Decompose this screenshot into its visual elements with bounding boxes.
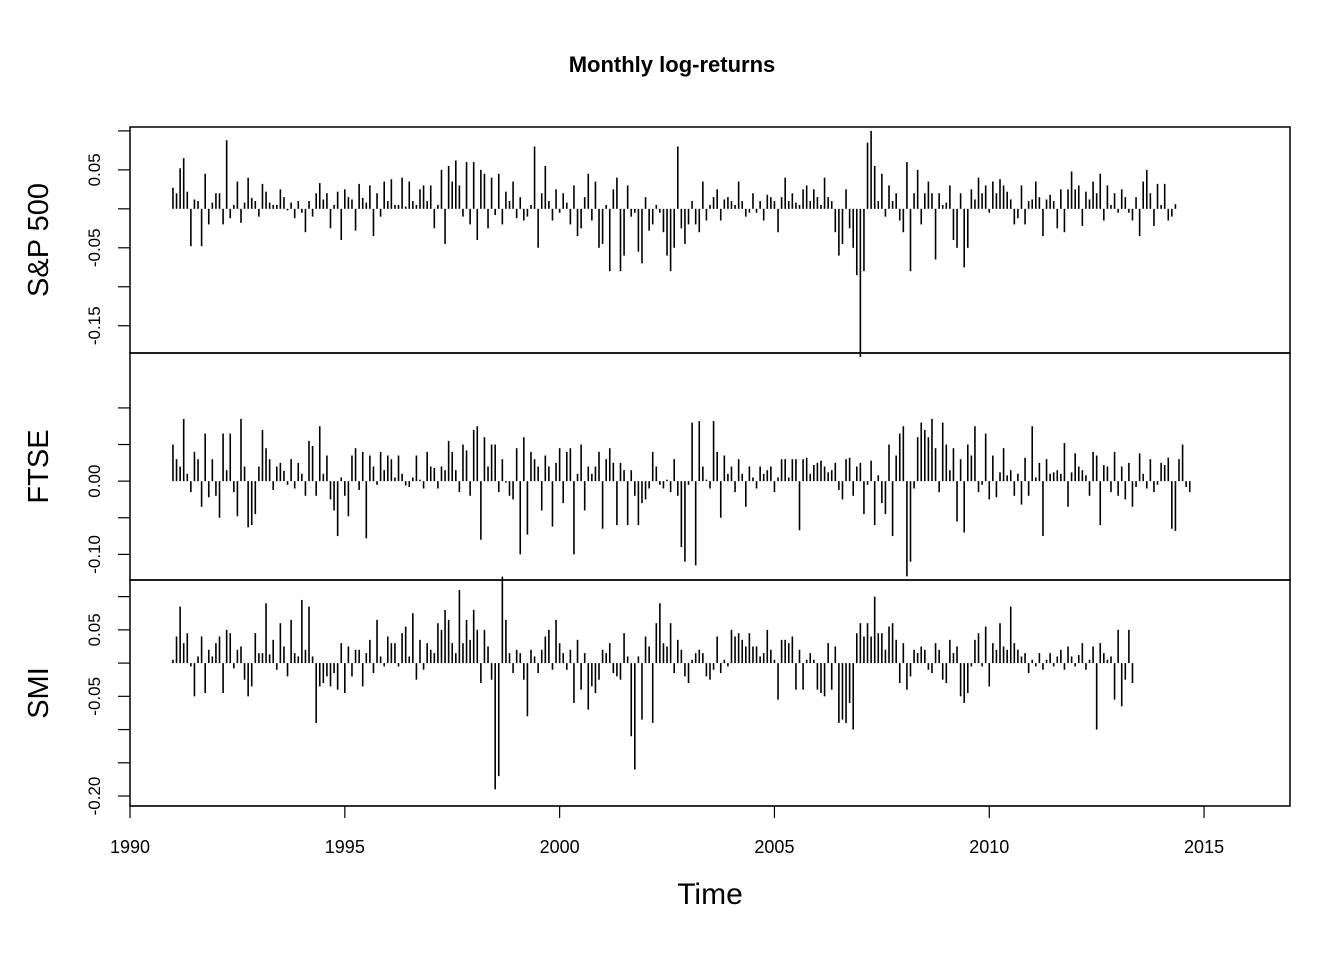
x-tick-label: 1995 — [325, 837, 365, 857]
y-tick-label-s-p-500: -0.15 — [85, 306, 104, 345]
x-tick-label: 2015 — [1184, 837, 1224, 857]
chart-title: Monthly log-returns — [569, 52, 776, 77]
panel-s-p-500: 0.05 -0.05 -0.15 S&P 500 — [23, 126, 1291, 357]
x-axis-label: Time — [677, 878, 743, 911]
x-tick-label: 2005 — [754, 837, 794, 857]
panel-frame-smi — [129, 579, 1291, 807]
x-tick-label: 2010 — [969, 837, 1009, 857]
y-tick-label-s-p-500: -0.05 — [85, 228, 104, 267]
y-tick-label-ftse: 0.00 — [85, 465, 104, 498]
y-tick-label-s-p-500: 0.05 — [85, 153, 104, 186]
y-tick-label-smi: 0.05 — [85, 613, 104, 646]
panel-ftse: 0.00 -0.10 FTSE — [23, 352, 1291, 581]
panel-label-s-p-500: S&P 500 — [23, 183, 55, 297]
panel-label-smi: SMI — [23, 667, 55, 719]
x-tick-label: 1990 — [110, 837, 150, 857]
y-tick-label-smi: -0.20 — [85, 777, 104, 816]
panel-frame-ftse — [129, 352, 1291, 581]
x-axis: 1990 1995 2000 2005 2010 2015 — [110, 805, 1224, 857]
x-tick-label: 2000 — [540, 837, 580, 857]
panel-frame-s-p-500 — [129, 126, 1291, 354]
y-tick-label-ftse: -0.10 — [85, 535, 104, 574]
panel-label-ftse: FTSE — [23, 429, 55, 503]
y-tick-label-smi: -0.05 — [85, 677, 104, 716]
panels-group: 0.05 -0.05 -0.15 S&P 500 0.00 -0.10 FTSE 0.05 -0… — [23, 126, 1291, 816]
panel-smi: 0.05 -0.05 -0.20 SMI — [23, 576, 1291, 816]
